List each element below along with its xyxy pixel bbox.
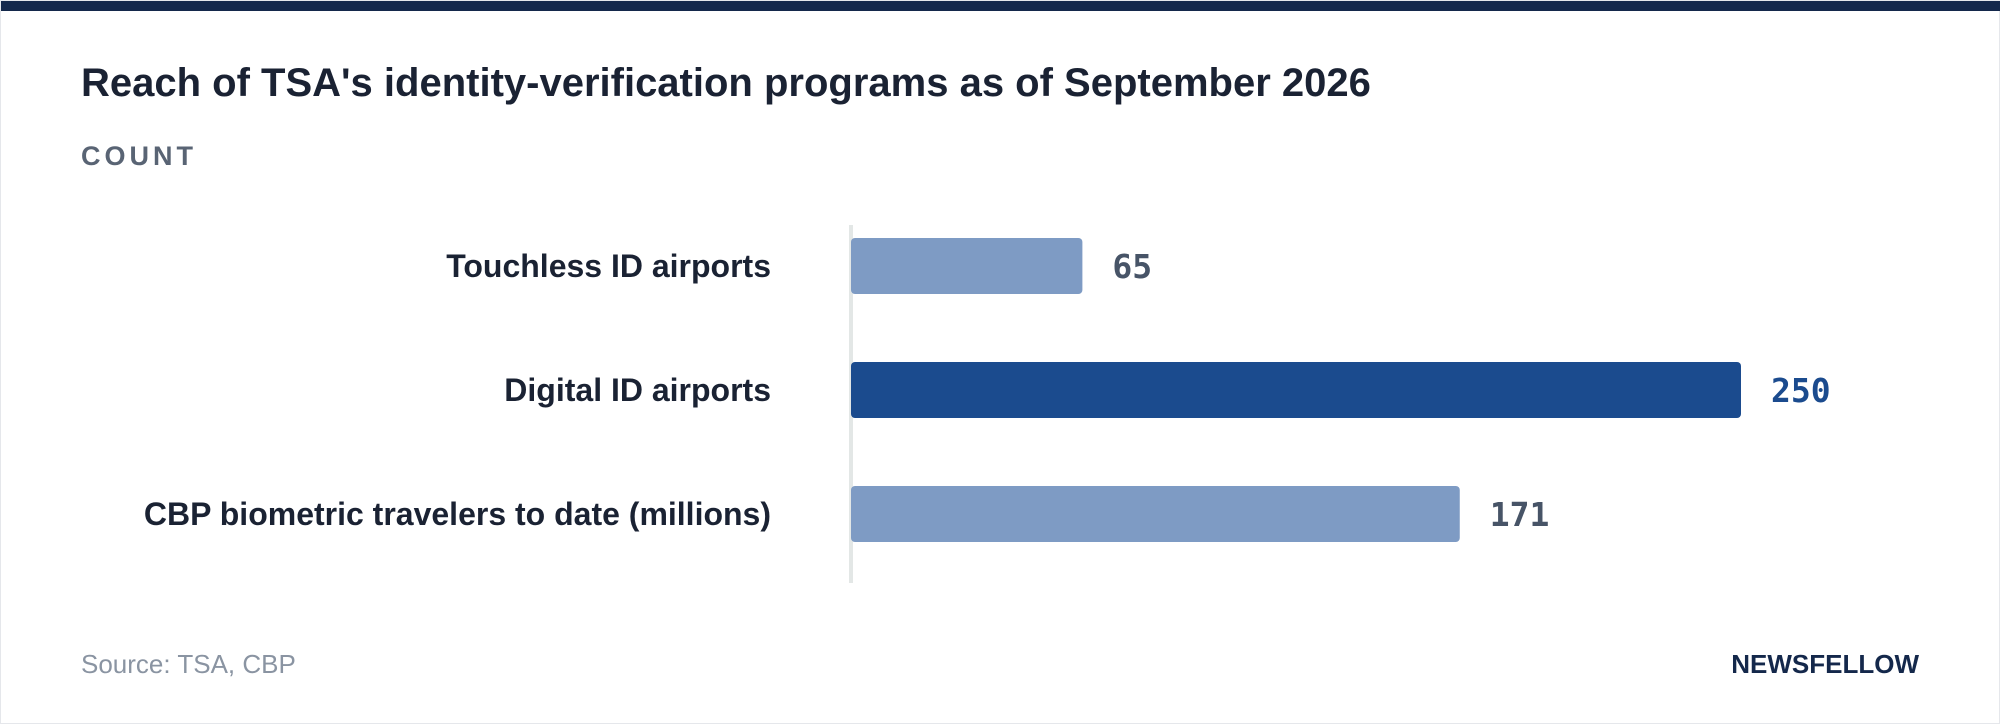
unit-label: COUNT xyxy=(81,141,197,171)
chart-title: Reach of TSA's identity-verification pro… xyxy=(81,61,1371,105)
category-label: CBP biometric travelers to date (million… xyxy=(144,496,771,532)
source-note: Source: TSA, CBP xyxy=(81,649,296,679)
data-label: 171 xyxy=(1490,495,1550,534)
category-label: Touchless ID airports xyxy=(446,248,771,284)
data-label: 65 xyxy=(1112,247,1152,286)
brand-logo: NEWSFELLOW xyxy=(1731,649,1919,679)
category-label: Digital ID airports xyxy=(504,372,771,408)
bar xyxy=(851,486,1460,542)
top-accent-bar xyxy=(1,1,2000,11)
bar xyxy=(851,238,1083,294)
bar xyxy=(851,362,1741,418)
data-label: 250 xyxy=(1771,371,1831,410)
